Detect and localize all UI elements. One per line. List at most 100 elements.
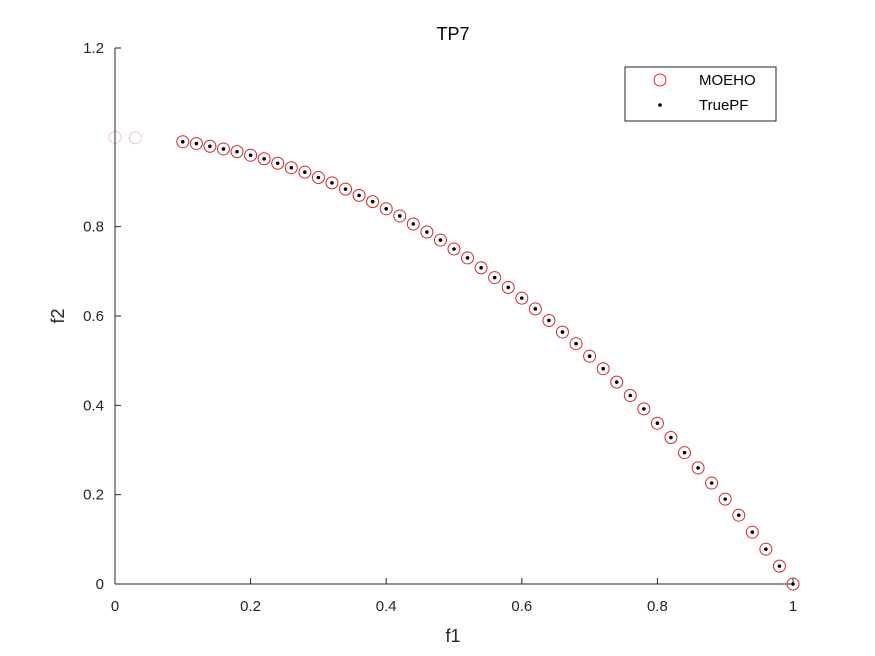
point-truepf: [452, 247, 456, 251]
x-tick-label: 0.6: [511, 598, 532, 615]
point-moeho: [596, 362, 610, 376]
point-moeho: [447, 242, 461, 256]
point-moeho: [555, 325, 569, 339]
point-truepf: [248, 153, 253, 157]
point-truepf: [235, 149, 239, 154]
legend-marker-truepf: [658, 103, 662, 107]
y-tick-label: 0.4: [83, 397, 104, 414]
legend-box: [624, 66, 777, 122]
x-ticks: 0 0.2 0.4 0.6 0.8 1: [111, 578, 797, 615]
point-moeho: [718, 492, 732, 506]
point-moeho: [664, 430, 678, 444]
point-moeho: [244, 148, 258, 162]
point-moeho: [705, 476, 719, 490]
x-tick-label: 0.4: [376, 598, 397, 615]
point-moeho: [528, 302, 542, 316]
point-truepf: [574, 341, 578, 346]
point-moeho: [637, 402, 651, 416]
point-truepf: [492, 275, 497, 280]
plot-area: [108, 130, 800, 591]
point-moeho: [271, 156, 285, 170]
point-truepf: [397, 214, 402, 218]
point-moeho: [230, 145, 244, 159]
point-moeho: [650, 416, 664, 430]
point-moeho: [474, 261, 488, 275]
point-moeho: [257, 152, 271, 166]
axes: [114, 48, 793, 585]
point-moeho: [488, 271, 502, 285]
point-moeho: [772, 559, 786, 573]
point-truepf: [384, 207, 389, 211]
point-truepf: [560, 330, 565, 334]
point-moeho: [678, 446, 692, 460]
point-truepf: [438, 238, 443, 242]
point-truepf: [764, 547, 768, 551]
point-truepf: [669, 435, 673, 440]
point-truepf: [425, 230, 429, 234]
point-moeho: [732, 508, 746, 522]
point-truepf: [791, 582, 795, 586]
point-truepf: [614, 380, 619, 384]
point-moeho: [203, 139, 217, 153]
point-moeho: [284, 161, 298, 175]
point-truepf: [601, 366, 605, 371]
point-truepf: [181, 140, 185, 144]
point-moeho: [128, 131, 142, 145]
point-moeho: [176, 135, 190, 149]
y-tick-label: 0: [96, 576, 104, 593]
point-truepf: [479, 265, 483, 270]
legend-marker-moeho: [653, 73, 667, 87]
point-moeho: [759, 542, 773, 556]
point-truepf: [370, 199, 375, 204]
point-moeho: [189, 137, 203, 151]
y-axis-title: f2: [48, 308, 68, 323]
point-moeho: [216, 142, 230, 156]
y-tick-label: 1.2: [83, 40, 104, 57]
y-ticks: 0 0.2 0.4 0.6 0.8 1.2: [83, 40, 121, 593]
point-moeho: [569, 337, 583, 351]
point-truepf: [587, 354, 592, 359]
point-truepf: [520, 296, 524, 300]
point-moeho: [352, 188, 366, 202]
point-truepf: [343, 187, 348, 191]
x-axis-title: f1: [445, 626, 460, 646]
x-tick-label: 0.2: [240, 598, 261, 615]
point-truepf: [777, 564, 782, 568]
point-truepf: [696, 466, 700, 470]
point-truepf: [289, 165, 294, 170]
point-moeho: [366, 195, 380, 209]
point-moeho: [745, 525, 759, 539]
point-truepf: [723, 497, 727, 501]
point-moeho: [325, 176, 339, 190]
point-truepf: [208, 144, 212, 149]
point-moeho: [786, 577, 800, 591]
point-truepf: [357, 193, 361, 198]
point-moeho: [542, 313, 556, 327]
legend: MOEHO TruePF: [624, 66, 777, 122]
point-moeho: [339, 182, 353, 196]
point-moeho: [610, 375, 624, 389]
point-truepf: [547, 318, 551, 323]
point-moeho: [461, 251, 475, 265]
x-tick-label: 0: [111, 598, 119, 615]
point-truepf: [506, 285, 511, 290]
point-truepf: [262, 156, 266, 161]
y-tick-label: 0.2: [83, 487, 104, 504]
point-truepf: [628, 393, 633, 398]
point-moeho: [108, 130, 122, 144]
y-tick-label: 0.8: [83, 219, 104, 236]
legend-label-truepf: TruePF: [699, 97, 748, 114]
point-moeho: [501, 280, 515, 294]
point-truepf: [682, 450, 687, 455]
point-truepf: [194, 141, 199, 146]
point-moeho: [311, 171, 325, 185]
chart-title: TP7: [436, 24, 469, 44]
point-moeho: [379, 202, 393, 216]
point-moeho: [393, 209, 407, 223]
point-truepf: [750, 530, 755, 534]
y-tick-label: 0.6: [83, 308, 104, 325]
point-truepf: [642, 407, 646, 411]
point-truepf: [221, 147, 226, 151]
point-moeho: [515, 291, 529, 305]
